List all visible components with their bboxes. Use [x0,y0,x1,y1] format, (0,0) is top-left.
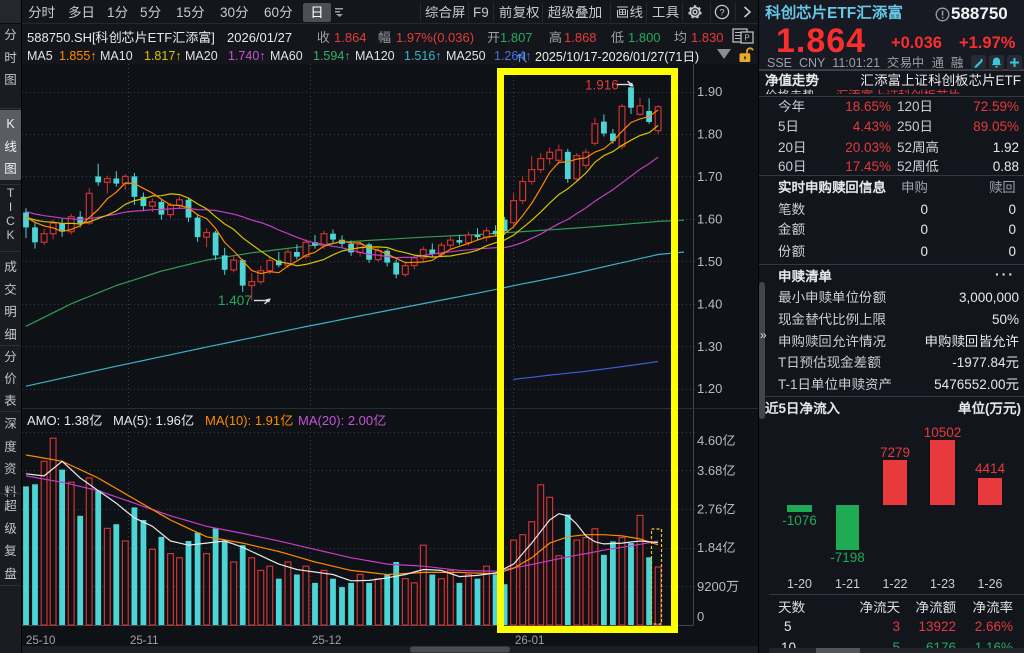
svg-text:1.84亿: 1.84亿 [697,540,735,555]
svg-text:?: ? [719,8,724,19]
svg-text:1.916: 1.916 [585,78,619,93]
svg-text:MA(5): 1.96亿: MA(5): 1.96亿 [113,413,194,428]
svg-text:25-12: 25-12 [312,635,341,647]
svg-text:1.50: 1.50 [697,254,722,269]
svg-text:1.90: 1.90 [697,84,722,99]
svg-text:MA(20): 2.00亿: MA(20): 2.00亿 [298,413,386,428]
svg-text:25-11: 25-11 [130,635,159,647]
svg-text:1.60: 1.60 [697,211,722,226]
svg-text:MA(10): 1.91亿: MA(10): 1.91亿 [205,413,293,428]
svg-text:2.76亿: 2.76亿 [697,502,735,517]
svg-text:P: P [744,34,749,43]
svg-text:1.70: 1.70 [697,169,722,184]
svg-text:26-01: 26-01 [515,635,544,647]
svg-text:0: 0 [697,609,704,624]
svg-text:4.60亿: 4.60亿 [697,433,735,448]
svg-text:3.68亿: 3.68亿 [697,463,735,478]
svg-text:1.407: 1.407 [218,293,252,308]
svg-text:1.40: 1.40 [697,296,722,311]
svg-text:9200万: 9200万 [697,579,739,594]
svg-text:1.80: 1.80 [697,126,722,141]
svg-text:25-10: 25-10 [26,635,55,647]
svg-text:1.20: 1.20 [697,381,722,396]
svg-text:AMO: 1.38亿: AMO: 1.38亿 [27,413,102,428]
svg-text:1.30: 1.30 [697,339,722,354]
